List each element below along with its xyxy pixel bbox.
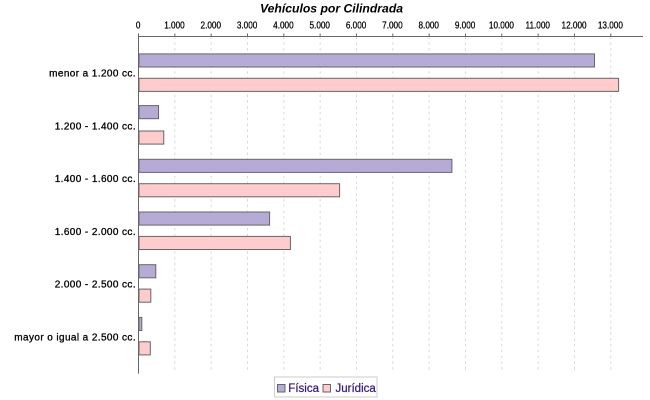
svg-text:2.000 - 2.500 cc.: 2.000 - 2.500 cc. — [55, 280, 136, 291]
svg-text:1.200 - 1.400 cc.: 1.200 - 1.400 cc. — [55, 121, 136, 132]
svg-text:7.000: 7.000 — [382, 20, 402, 31]
svg-text:Jurídica: Jurídica — [336, 383, 377, 395]
svg-text:5.000: 5.000 — [310, 20, 330, 31]
svg-text:10.000: 10.000 — [489, 20, 514, 31]
svg-text:Vehículos por Cilindrada: Vehículos por Cilindrada — [260, 2, 403, 16]
svg-text:1.400 - 1.600 cc.: 1.400 - 1.600 cc. — [55, 174, 136, 185]
svg-text:3.000: 3.000 — [237, 20, 257, 31]
svg-text:1.000: 1.000 — [164, 20, 184, 31]
svg-text:8.000: 8.000 — [418, 20, 438, 31]
svg-text:13.000: 13.000 — [598, 20, 623, 31]
svg-text:2.000: 2.000 — [201, 20, 221, 31]
svg-text:11.000: 11.000 — [526, 20, 550, 31]
svg-text:menor a 1.200 cc.: menor a 1.200 cc. — [49, 69, 136, 80]
svg-text:mayor o igual a 2.500 cc.: mayor o igual a 2.500 cc. — [14, 333, 136, 344]
svg-text:1.600 - 2.000 cc.: 1.600 - 2.000 cc. — [55, 227, 136, 238]
svg-text:6.000: 6.000 — [346, 20, 366, 31]
svg-text:0: 0 — [136, 20, 141, 31]
svg-text:Física: Física — [288, 383, 319, 395]
svg-text:9.000: 9.000 — [455, 20, 475, 31]
svg-text:4.000: 4.000 — [273, 20, 293, 31]
svg-text:12.000: 12.000 — [562, 20, 587, 31]
